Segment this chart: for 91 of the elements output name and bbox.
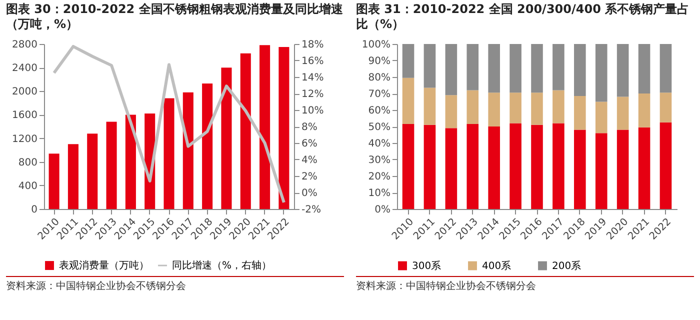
- bar: [660, 44, 672, 93]
- y-tick-label: 10%: [368, 188, 390, 199]
- bar: [402, 78, 414, 124]
- bar: [445, 44, 458, 96]
- y-tick-label: 30%: [368, 155, 390, 166]
- y-tick-label: 1200: [12, 134, 38, 145]
- y-tick-label: 0%: [374, 204, 390, 216]
- bar: [552, 123, 564, 209]
- bar: [552, 90, 564, 124]
- bar: [402, 44, 414, 78]
- y-tick-label: 90%: [368, 56, 390, 67]
- bar: [466, 44, 479, 90]
- y-tick-label: 70%: [368, 89, 390, 100]
- y2-tick-label: 14%: [302, 72, 324, 84]
- bar: [488, 92, 500, 126]
- y-tick-label: 2400: [12, 63, 38, 74]
- text: 资料来源：中国特钢企业协会不锈钢分会: [6, 276, 344, 293]
- bar: [660, 122, 672, 209]
- y2-tick-label: 18%: [302, 40, 324, 50]
- bar: [595, 133, 608, 209]
- bar: [510, 44, 522, 93]
- legend-label: 同比增速（%，右轴）: [172, 260, 272, 272]
- legend-label: 表观消费量（万吨）: [59, 260, 149, 272]
- bar: [531, 44, 543, 93]
- y2-tick-label: 6%: [302, 138, 318, 150]
- bar: [638, 127, 650, 209]
- chart-title: 图表 30：2010-2022 全国不锈钢粗钢表观消费量及同比增速（万吨，%）: [6, 2, 344, 33]
- legend-label: 300系: [412, 260, 442, 272]
- legend-label: 200系: [552, 260, 582, 272]
- bar: [260, 45, 270, 209]
- text: 资料来源：中国特钢企业协会不锈钢分会: [356, 276, 694, 293]
- y-tick-label: 80%: [368, 72, 390, 84]
- bar: [638, 44, 650, 94]
- y2-tick-label: -2%: [302, 204, 321, 216]
- bar: [202, 83, 213, 209]
- y2-tick-label: 12%: [302, 89, 324, 100]
- bar: [574, 96, 586, 130]
- bar: [616, 130, 629, 209]
- y-tick-label: 2800: [12, 40, 38, 50]
- legend-label: 400系: [482, 260, 512, 272]
- bar: [595, 102, 608, 134]
- bar: [445, 95, 458, 128]
- bar: [466, 90, 479, 124]
- bar: [424, 44, 436, 88]
- bar: [552, 44, 564, 90]
- bar: [595, 44, 608, 102]
- bar: [278, 46, 290, 209]
- bar: [240, 53, 251, 209]
- bar: [68, 144, 78, 209]
- y-tick-label: 60%: [368, 106, 390, 116]
- bar: [510, 92, 522, 124]
- bar: [424, 124, 436, 209]
- y-tick-label: 50%: [368, 122, 390, 133]
- bar: [488, 44, 500, 93]
- y2-tick-label: 0%: [302, 188, 318, 199]
- bar: [466, 124, 479, 209]
- bar: [510, 123, 522, 209]
- line-series: [52, 44, 286, 204]
- bar: [531, 124, 543, 209]
- y2-tick-label: 2%: [302, 172, 318, 182]
- y-tick-label: 40%: [368, 138, 390, 150]
- y-tick-label: 100%: [362, 40, 390, 50]
- bar: [402, 124, 414, 209]
- bar: [48, 154, 60, 209]
- y-tick-label: 20%: [368, 172, 390, 182]
- bar: [125, 114, 136, 209]
- bar: [574, 44, 586, 96]
- bar: [106, 122, 117, 209]
- y2-tick-label: 4%: [302, 155, 318, 166]
- bar: [574, 130, 586, 209]
- y-tick-label: 2000: [12, 86, 38, 98]
- chart-title: 图表 31：2010-2022 全国 200/300/400 系不锈钢产量占比（%）: [356, 2, 690, 33]
- y-tick-label: 1600: [12, 110, 38, 122]
- y-tick-label: 400: [18, 180, 38, 192]
- bar: [488, 126, 500, 209]
- bar: [616, 96, 629, 130]
- y2-tick-label: 16%: [302, 56, 324, 67]
- bar: [164, 98, 174, 209]
- bar: [87, 134, 98, 209]
- bar: [445, 128, 458, 209]
- bar: [660, 92, 672, 122]
- y2-tick-label: 8%: [302, 122, 318, 133]
- bar: [531, 92, 543, 125]
- bar: [182, 92, 194, 209]
- y-tick-label: 0: [31, 204, 38, 216]
- bar: [424, 88, 436, 125]
- y2-tick-label: 10%: [302, 106, 324, 116]
- bar: [616, 44, 629, 97]
- y-tick-label: 800: [18, 157, 38, 168]
- bar: [221, 68, 232, 209]
- bar: [638, 94, 650, 128]
